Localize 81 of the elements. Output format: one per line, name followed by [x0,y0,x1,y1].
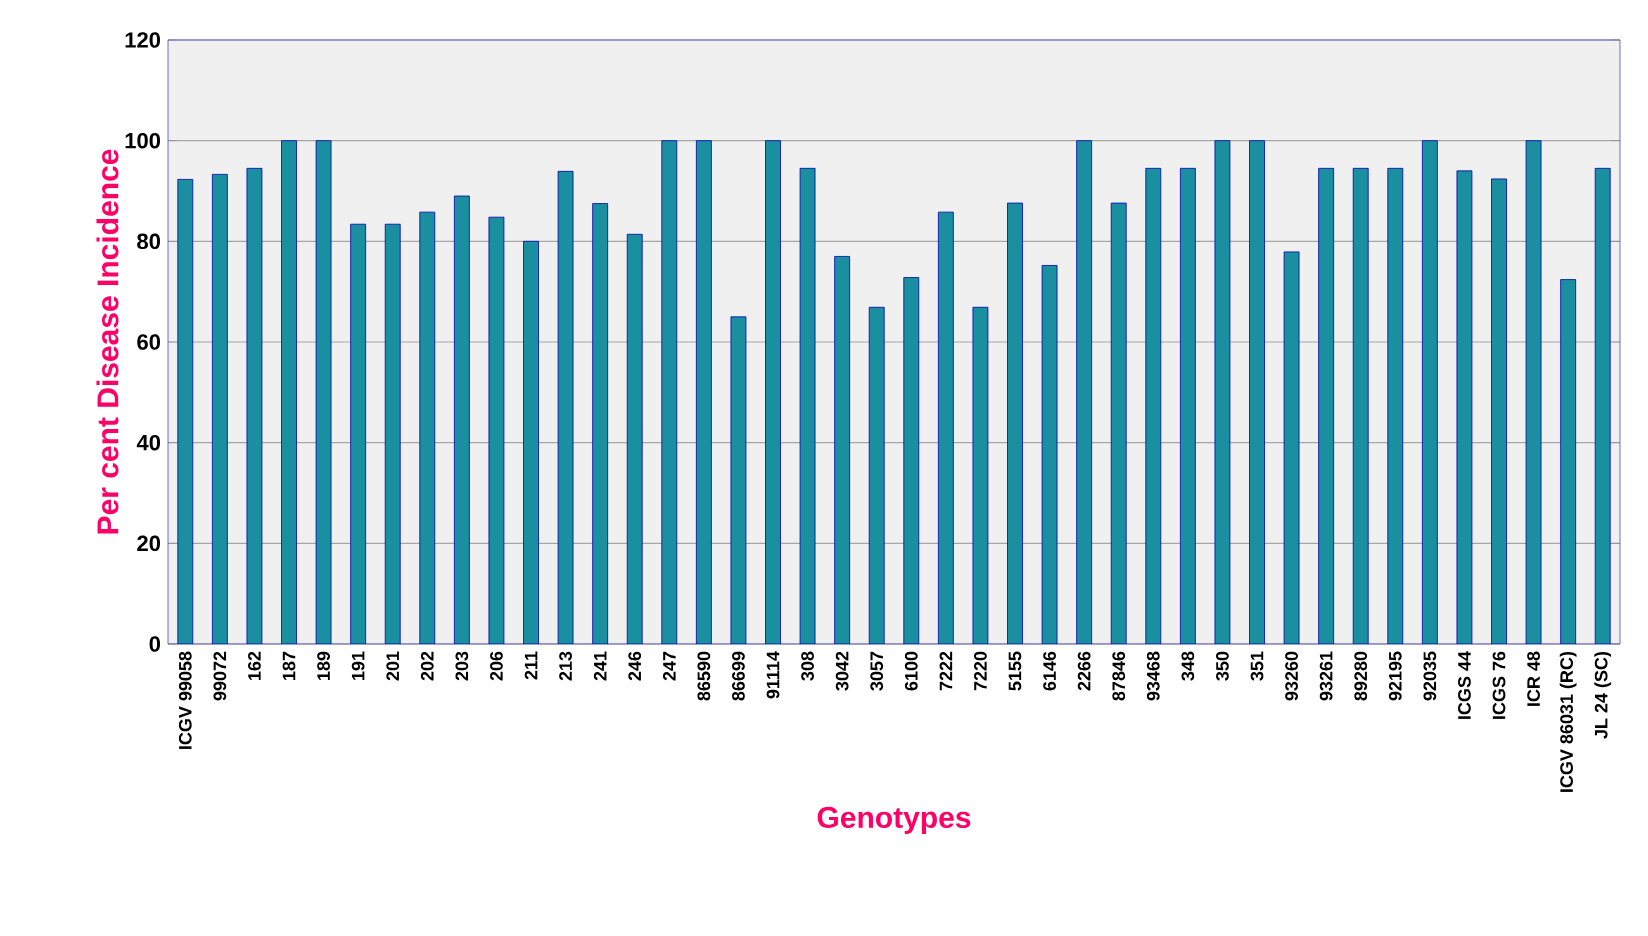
x-tick-label: 246 [628,651,642,681]
x-tick-label: 93260 [1285,651,1298,701]
bar [523,240,539,644]
x-tick-label: 7222 [939,651,953,691]
x-tick-label: ICR 48 [1527,651,1540,706]
x-tick-label: JL 24 (SC) [1594,651,1612,739]
bar [281,140,297,644]
x-tick-label: 89280 [1354,651,1368,701]
bar [695,140,712,644]
y-tick-label: 60 [137,334,161,350]
x-tick-label: 91114 [766,651,780,699]
bar [1352,167,1369,644]
x-tick-label: 351 [1250,651,1264,681]
x-tick-label: 247 [663,651,676,681]
bar [419,211,436,644]
bar [868,306,885,644]
x-tick-label: 5155 [1008,651,1022,691]
y-tick-label: 20 [137,535,161,552]
x-tick-label: 3057 [870,651,884,691]
x-tick-label: 203 [455,651,469,681]
bar [834,256,851,644]
bar [1594,167,1611,644]
x-tick-label: 92195 [1388,651,1402,701]
x-tick-label: 3042 [835,651,849,691]
x-tick-label: 7220 [974,651,987,691]
x-tick-label: 206 [490,651,503,681]
x-tick-label: 6100 [904,651,918,691]
x-tick-label: 202 [420,651,434,681]
x-tick-label: 92035 [1423,651,1437,701]
y-tick-label: 120 [125,32,161,48]
bar [1110,202,1127,644]
bar [384,223,401,644]
x-tick-label: ICGS 44 [1458,651,1471,719]
y-tick-label: 80 [137,233,161,250]
x-tick-label: 162 [248,651,261,680]
bar [350,223,367,644]
bar [1179,167,1196,644]
x-tick-label: ICGS 76 [1492,651,1506,719]
bar [211,173,228,644]
bar [765,140,781,644]
bar [937,211,954,644]
x-tick-label: 241 [593,651,607,681]
bar [177,179,194,644]
x-tick-label: 201 [386,651,400,681]
x-tick-label: 348 [1181,651,1195,681]
bar [1076,140,1093,644]
bar [1421,140,1438,644]
x-tick-label: 191 [351,651,365,680]
bar [661,140,678,644]
x-tick-label: 350 [1216,651,1229,681]
x-tick-label: 308 [801,651,814,681]
y-tick-label: 40 [136,434,161,451]
x-axis-title: Genotypes [817,806,971,834]
x-tick-label: 93261 [1319,651,1333,701]
bar [626,233,643,644]
x-tick-label: 187 [282,651,296,680]
bar [1491,178,1507,644]
x-tick-label: 86699 [732,651,745,701]
bar [1007,202,1023,644]
bar [1387,167,1404,644]
x-tick-label: 213 [559,651,572,681]
x-tick-label: 2266 [1077,651,1091,691]
x-tick-label: ICGV 86031 (RC) [1559,651,1577,792]
x-tick-label: 211 [524,651,538,680]
bar [1145,167,1162,644]
bar [592,203,609,644]
x-tick-label: ICGV 99058 [178,651,192,749]
x-tick-label: 99072 [213,651,227,701]
y-tick-label: 100 [125,132,161,149]
bar [903,277,920,644]
bar [453,195,470,644]
x-tick-label: 86590 [697,651,711,701]
x-tick-label: 93468 [1146,651,1160,701]
x-tick-label: 6146 [1043,651,1056,691]
x-tick-label: 87846 [1112,651,1126,701]
bar [1318,167,1335,644]
x-tick-label: 189 [317,651,330,680]
bar [1560,279,1577,644]
y-tick-label: 0 [149,636,161,652]
bar [1249,140,1265,644]
y-axis-title: Per cent Disease Incidence [96,149,119,534]
